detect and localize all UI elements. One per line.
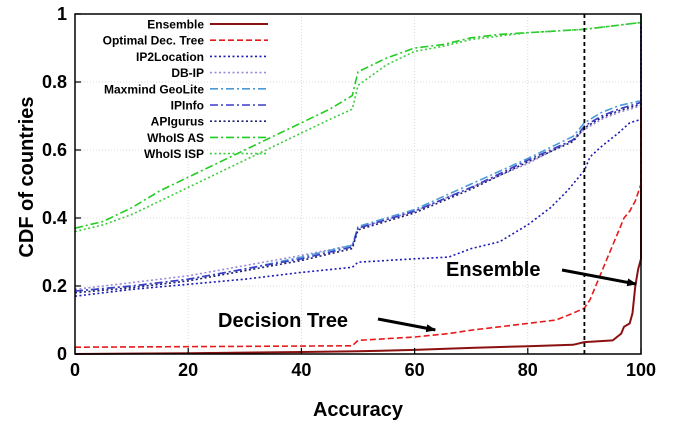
series-line — [74, 14, 642, 292]
annotations: Ensemble Decision Tree — [218, 259, 638, 333]
series-line — [74, 14, 642, 229]
annotation-arrow — [561, 268, 638, 287]
axis-ticks: 0 20 40 60 80 100 0 0.2 0.4 0.6 0.8 1 — [42, 4, 656, 380]
y-tick-label: 1 — [57, 4, 67, 24]
y-tick-label: 0 — [57, 344, 67, 364]
legend: Ensemble Optimal Dec. Tree IP2Location DB-I… — [103, 18, 268, 161]
y-tick-label: 0.4 — [42, 208, 67, 228]
plot-frame — [74, 13, 642, 355]
legend-label: WhoIS AS — [147, 131, 204, 145]
series-line — [74, 14, 642, 355]
legend-label: APIgurus — [151, 115, 205, 129]
legend-label: WhoIS ISP — [144, 147, 204, 161]
legend-label: IP2Location — [136, 50, 204, 64]
series-line — [74, 14, 642, 348]
annotation-label: Decision Tree — [218, 310, 348, 332]
x-tick-label: 20 — [178, 360, 198, 380]
series-line — [74, 14, 642, 297]
x-tick-label: 80 — [518, 360, 538, 380]
annotation-label: Ensemble — [446, 259, 540, 281]
legend-label: IPInfo — [171, 99, 204, 113]
x-tick-label: 100 — [626, 360, 656, 380]
series-line — [74, 14, 642, 292]
legend-label: Optimal Dec. Tree — [103, 34, 205, 48]
x-tick-label: 60 — [405, 360, 425, 380]
y-tick-label: 0.8 — [42, 72, 67, 92]
legend-label: Maxmind GeoLite — [104, 82, 204, 96]
x-axis-label: Accuracy — [313, 399, 404, 421]
legend-label: Ensemble — [147, 18, 204, 32]
legend-label: DB-IP — [171, 66, 204, 80]
x-tick-label: 0 — [70, 360, 80, 380]
series-lines — [74, 14, 642, 355]
x-tick-label: 40 — [291, 360, 311, 380]
y-tick-label: 0.2 — [42, 276, 67, 296]
annotation-arrow — [377, 317, 437, 333]
y-axis-label: CDF of countries — [16, 96, 38, 257]
grid — [74, 13, 642, 355]
y-tick-label: 0.6 — [42, 140, 67, 160]
